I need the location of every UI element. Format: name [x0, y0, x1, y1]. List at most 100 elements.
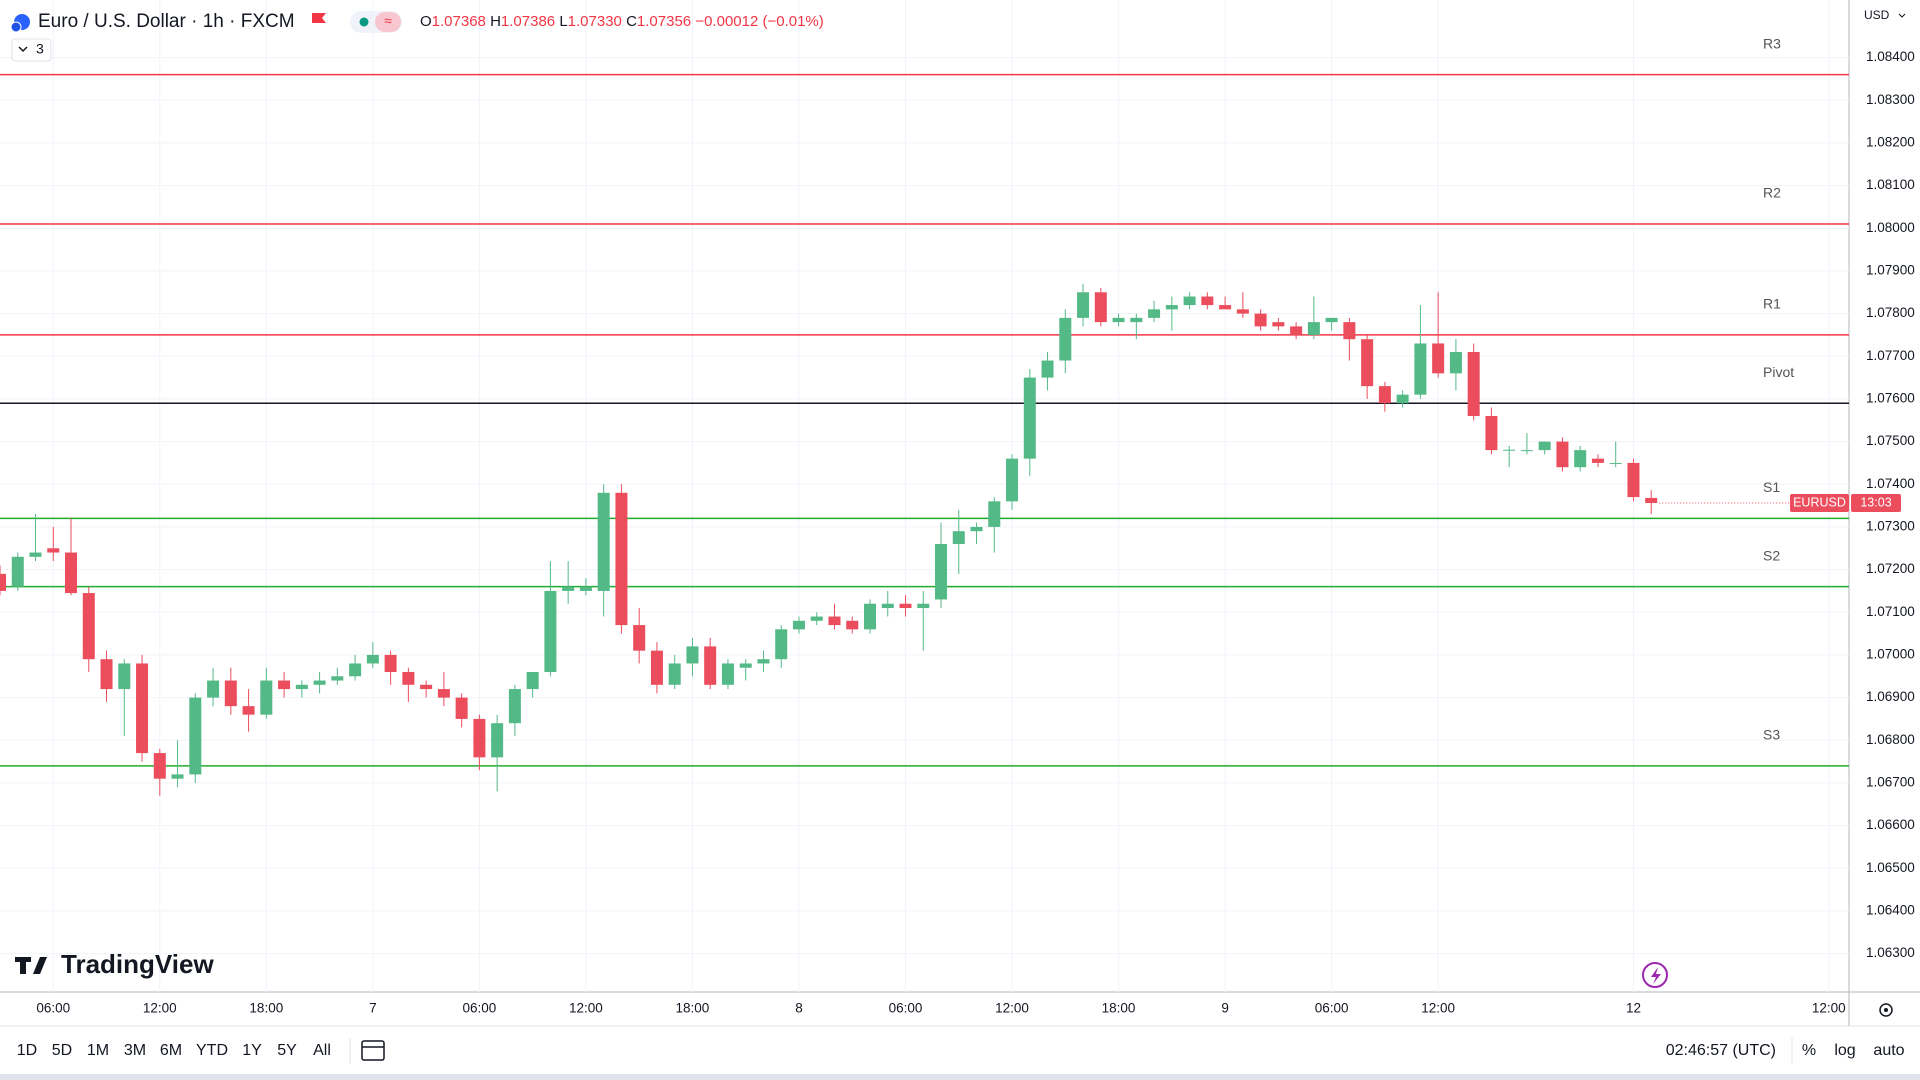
candle-body [1023, 377, 1036, 459]
indicators-toggle[interactable] [11, 38, 52, 62]
change-pct: (−0.01%) [762, 13, 823, 30]
y-tick-label: 1.08000 [1866, 220, 1915, 235]
x-tick-label: 06:00 [1315, 1001, 1349, 1016]
market-open-dot [359, 17, 369, 27]
candle-body [1449, 352, 1462, 374]
axes: 1.06300 1.06400 1.06500 1.06600 1.06700 1.068… [36, 49, 1914, 1015]
candle-body [1627, 462, 1640, 498]
x-tick-label: 8 [795, 1001, 803, 1016]
chart-title[interactable]: Euro / U.S. Dollar · 1h · FXCM [38, 11, 295, 32]
candle-body [881, 603, 894, 608]
ohlc-legend: O1.07368 H1.07386 L1.07330 C1.07356 −0.0… [420, 13, 824, 30]
x-tick-label: 12 [1626, 1001, 1641, 1016]
candle-body [491, 723, 504, 758]
indicator-count: 3 [36, 41, 44, 57]
y-tick-label: 1.07400 [1866, 476, 1915, 491]
grid [0, 0, 1849, 992]
flag[interactable] [312, 13, 326, 23]
candle-body [1361, 339, 1374, 387]
range-button[interactable]: 3M [124, 1042, 146, 1059]
candle-body [1148, 309, 1161, 318]
candle-body [1485, 416, 1498, 451]
candle-body [633, 625, 646, 651]
range-button[interactable]: YTD [196, 1042, 228, 1059]
scale-option[interactable]: auto [1873, 1042, 1904, 1059]
range-button[interactable]: 1M [87, 1042, 109, 1059]
logo[interactable]: TradingView [15, 949, 214, 979]
lightning-icon [1651, 967, 1661, 984]
candle-body [1272, 322, 1285, 327]
y-tick-label: 1.06300 [1866, 945, 1915, 960]
range-button[interactable]: 1D [17, 1042, 37, 1059]
chevron [18, 46, 28, 53]
data-status [375, 12, 401, 32]
candle-body [455, 697, 468, 719]
pivot-label: R3 [1763, 35, 1781, 51]
x-tick-label: 18:00 [1102, 1001, 1136, 1016]
candle-body [828, 616, 841, 626]
range-button[interactable]: All [313, 1042, 331, 1059]
lightning-button[interactable] [1642, 962, 1668, 988]
y-tick-label: 1.07900 [1866, 262, 1915, 277]
scale-option[interactable]: % [1802, 1042, 1816, 1059]
candle-body [988, 501, 1001, 527]
candle-body [1165, 305, 1178, 310]
candle-body [1290, 326, 1303, 335]
candle-body [757, 659, 770, 664]
candle-body [136, 663, 149, 754]
y-tick-label: 1.08200 [1866, 134, 1915, 149]
currency-chevron [1898, 13, 1906, 18]
candle-body [579, 586, 592, 591]
x-tick-label: 18:00 [249, 1001, 283, 1016]
candle-body [1645, 497, 1658, 504]
candle-body [47, 548, 60, 553]
candle-body [1609, 462, 1622, 464]
range-button[interactable]: 6M [160, 1042, 182, 1059]
candle-body [1236, 309, 1249, 314]
range-button[interactable]: 1Y [242, 1042, 262, 1059]
candle-body [278, 680, 291, 690]
candle-body [615, 492, 628, 626]
candle-body [917, 603, 930, 608]
y-tick-label: 1.06600 [1866, 817, 1915, 832]
candle-body [597, 492, 610, 591]
change: −0.00012 [695, 13, 758, 30]
candle-body [792, 620, 805, 630]
y-tick-label: 1.07300 [1866, 518, 1915, 533]
scale-option[interactable]: log [1834, 1042, 1855, 1059]
candle-body [171, 774, 184, 779]
pivot-label: R2 [1763, 185, 1781, 201]
ohlc-value: 1.07356 [637, 13, 691, 30]
range-button[interactable]: 5Y [277, 1042, 297, 1059]
logo-text: TradingView [61, 949, 214, 979]
clock[interactable]: 02:46:57 (UTC) [1666, 1042, 1776, 1059]
candle-body [1591, 458, 1604, 463]
candle-body [1556, 441, 1569, 468]
pivot-label: S2 [1763, 547, 1780, 563]
candle-body [846, 620, 859, 630]
symbol-icon-2 [10, 21, 22, 33]
candle-body [366, 654, 379, 664]
candle-body [1307, 322, 1320, 335]
candle-body [1059, 317, 1072, 361]
ohlc-value: 1.07330 [568, 13, 622, 30]
currency[interactable]: USD [1864, 8, 1890, 22]
settings-icon[interactable] [1879, 1003, 1893, 1017]
ohlc-key: H [490, 13, 501, 30]
candle-body [1414, 343, 1427, 395]
candle-body [313, 680, 326, 685]
y-tick-label: 1.06500 [1866, 860, 1915, 875]
y-tick-label: 1.08100 [1866, 177, 1915, 192]
date-range-button[interactable] [361, 1040, 385, 1061]
candle-body [704, 646, 717, 685]
candle-body [562, 586, 575, 591]
candle-body [952, 531, 965, 544]
candle-body [1254, 313, 1267, 327]
x-tick-label: 12:00 [1812, 1001, 1846, 1016]
candle-body [65, 552, 78, 594]
range-button[interactable]: 5D [52, 1042, 72, 1059]
y-tick-label: 1.06400 [1866, 902, 1915, 917]
candle-body [1432, 343, 1445, 374]
bottom-strip [0, 1074, 1920, 1080]
